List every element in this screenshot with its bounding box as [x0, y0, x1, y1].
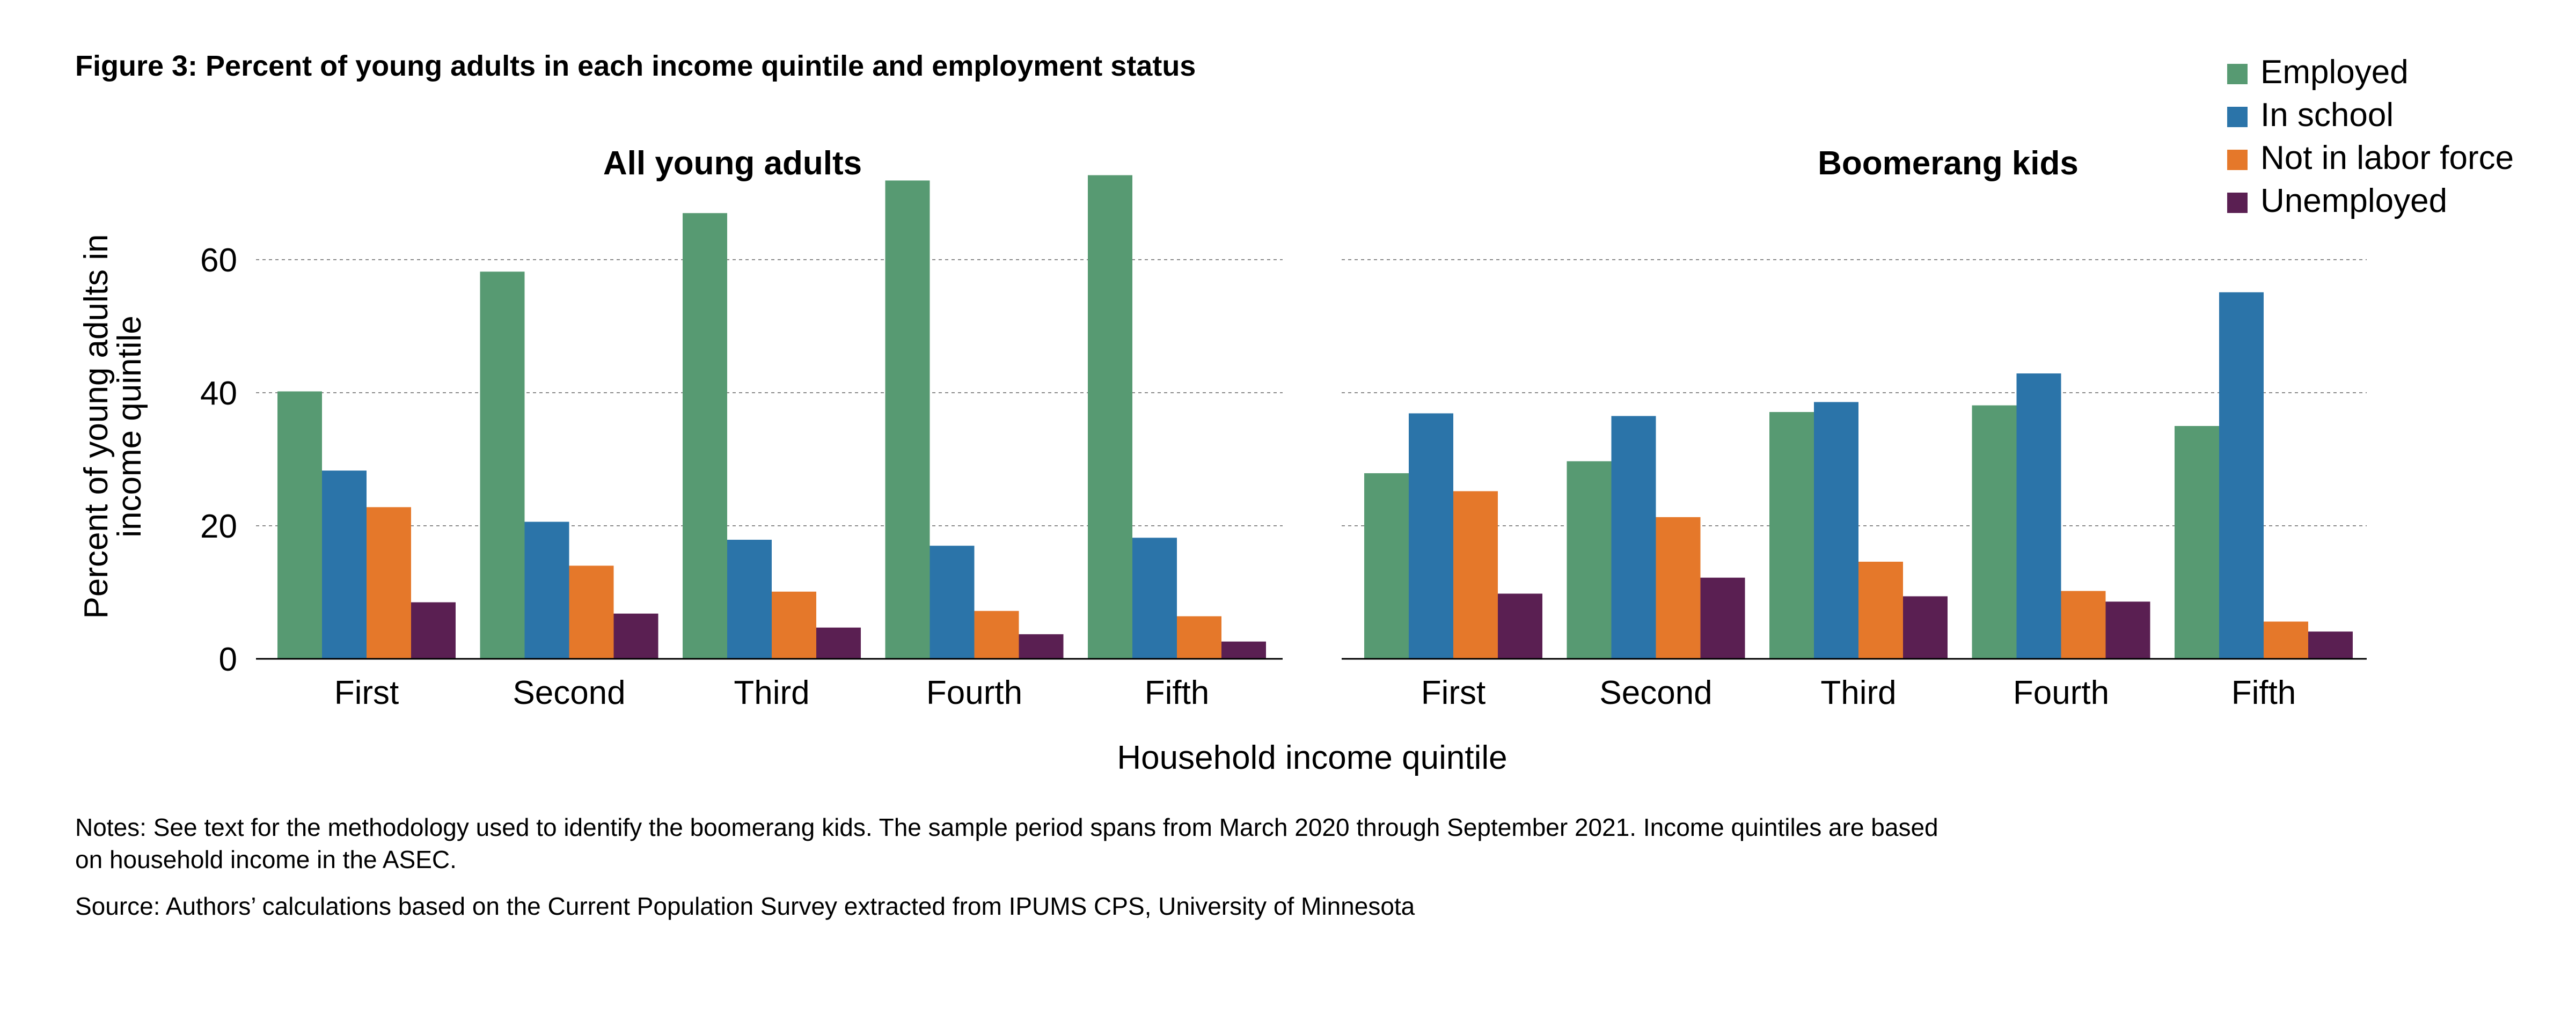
bar-not-in-labor-force-second [569, 565, 614, 659]
bar-not-in-labor-force-first [367, 507, 411, 659]
x-tick-label: Fifth [2231, 674, 2296, 711]
bar-employed-first [277, 391, 322, 659]
bar-not-in-labor-force-fifth [1177, 616, 1221, 659]
panel-all-young-adults: All young adults First Second Third Fourth Fi… [200, 145, 1283, 711]
bar-employed-second [480, 271, 525, 659]
bar-not-in-labor-force-third [772, 591, 816, 659]
y-tick-label: 0 [219, 641, 237, 678]
bar-in-school-fifth [2219, 292, 2264, 659]
y-tick-label: 20 [200, 508, 237, 545]
x-tick-label: First [334, 674, 399, 711]
bar-in-school-second [524, 521, 569, 659]
bar-not-in-labor-force-second [1656, 517, 1701, 659]
panel-boomerang-kids: Boomerang kids First Second Third Fourth Fift… [1342, 145, 2367, 711]
bar-unemployed-second [1700, 577, 1745, 659]
bar-in-school-fourth [2016, 373, 2061, 659]
y-tick-label: 40 [200, 375, 237, 412]
x-tick-label: Third [1820, 674, 1896, 711]
legend-label-not-in-labor-force: Not in labor force [2260, 139, 2514, 177]
bar-not-in-labor-force-first [1453, 491, 1498, 659]
bar-unemployed-fifth [1221, 641, 1266, 659]
bar-unemployed-second [613, 613, 658, 659]
legend-swatch-employed [2227, 64, 2248, 84]
bar-not-in-labor-force-fourth [974, 611, 1019, 659]
legend-swatch-not-in-labor-force [2227, 150, 2248, 170]
bar-employed-second [1567, 461, 1612, 659]
bar-employed-fourth [885, 180, 930, 659]
bar-unemployed-first [411, 602, 456, 659]
bar-employed-third [683, 213, 727, 659]
figure-title: Figure 3: Percent of young adults in eac… [75, 50, 1196, 82]
x-tick-label: Third [734, 674, 809, 711]
bar-not-in-labor-force-third [1858, 561, 1903, 659]
source-text: Source: Authors’ calculations based on t… [75, 892, 1415, 920]
legend-label-employed: Employed [2260, 54, 2409, 91]
bar-unemployed-fourth [2105, 601, 2150, 659]
panel-title: Boomerang kids [1818, 145, 2079, 182]
x-tick-label: Fourth [926, 674, 1022, 711]
x-axis-label: Household income quintile [1117, 739, 1507, 776]
bar-employed-fifth [1088, 175, 1132, 659]
bar-employed-fifth [2175, 426, 2219, 659]
bar-unemployed-fourth [1019, 634, 1064, 659]
x-tick-label: Second [1599, 674, 1712, 711]
bar-not-in-labor-force-fifth [2264, 621, 2308, 659]
bar-in-school-third [1814, 402, 1858, 659]
bar-employed-third [1769, 412, 1814, 659]
bar-unemployed-third [1903, 596, 1948, 659]
y-axis-label: Percent of young adults inincome quintil… [78, 234, 148, 619]
bar-not-in-labor-force-fourth [2061, 591, 2106, 659]
bar-in-school-fourth [930, 546, 975, 659]
bar-unemployed-third [816, 627, 861, 659]
legend-label-in-school: In school [2260, 97, 2394, 134]
bar-unemployed-first [1498, 593, 1542, 659]
x-tick-label: First [1421, 674, 1486, 711]
panel-title: All young adults [603, 145, 862, 182]
bar-in-school-third [727, 540, 772, 659]
y-tick-label: 60 [200, 242, 237, 279]
bar-in-school-second [1611, 416, 1656, 659]
legend-swatch-unemployed [2227, 193, 2248, 213]
legend-label-unemployed: Unemployed [2260, 182, 2447, 219]
x-tick-label: Fourth [2013, 674, 2109, 711]
legend-swatch-in-school [2227, 107, 2248, 127]
bar-employed-fourth [1972, 405, 2017, 659]
bar-unemployed-fifth [2308, 631, 2353, 659]
bar-in-school-first [1409, 413, 1453, 659]
notes-text: Notes: See text for the methodology used… [75, 813, 1938, 873]
x-tick-label: Fifth [1145, 674, 1210, 711]
bar-in-school-fifth [1132, 538, 1177, 659]
bar-in-school-first [322, 471, 367, 659]
x-tick-label: Second [513, 674, 625, 711]
bar-employed-first [1364, 473, 1409, 659]
legend: Employed In school Not in labor force Unemp… [2227, 54, 2514, 219]
